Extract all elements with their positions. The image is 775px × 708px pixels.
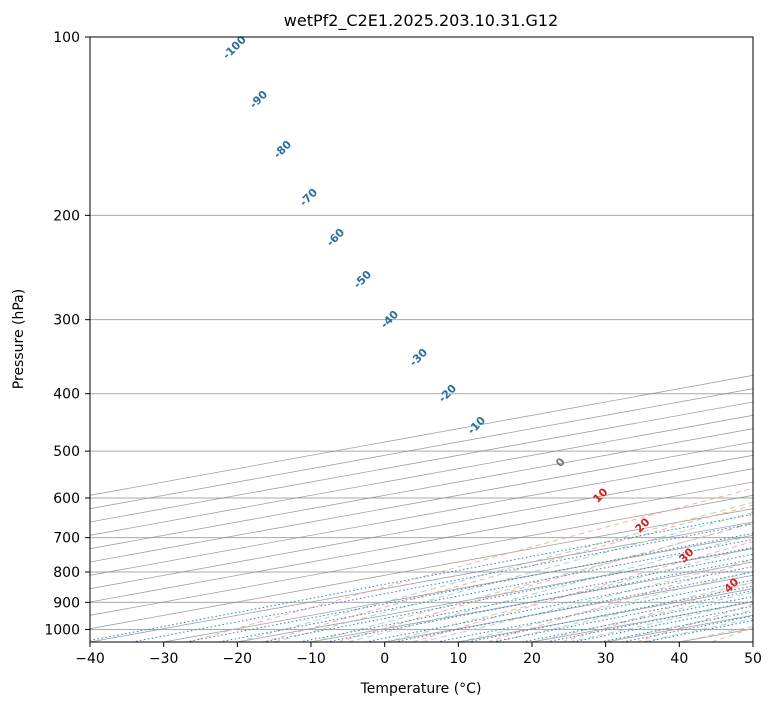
y-axis: 100 200 300 400 500 600 700 800 900 1000	[44, 30, 90, 638]
moist-adiabat-line	[310, 522, 753, 642]
isotherm-line	[90, 441, 753, 563]
x-axis-label: Temperature (°C)	[360, 681, 482, 697]
isotherm-line	[90, 521, 753, 642]
mixing-ratio-line	[622, 615, 753, 642]
dry-adiabat-line	[338, 522, 753, 642]
y-tick-label: 200	[53, 208, 80, 224]
dry-adiabat-line	[188, 487, 753, 642]
y-tick-label: 800	[53, 565, 80, 581]
moist-adiabat-line	[237, 501, 753, 642]
chart-title: wetPf2_C2E1.2025.203.10.31.G12	[284, 11, 558, 31]
mixing-ratio-line	[262, 547, 753, 642]
y-tick-label: 1000	[44, 622, 80, 638]
y-tick-label: 900	[53, 595, 80, 611]
x-tick-label: 40	[670, 651, 688, 667]
x-tick-label: 30	[597, 651, 615, 667]
x-tick-label: 10	[449, 651, 467, 667]
plot-frame	[89, 36, 754, 643]
x-tick-label: 50	[744, 651, 762, 667]
mixing-ratio-line	[572, 605, 753, 642]
moist-adiabat-line	[384, 546, 753, 642]
y-axis-label: Pressure (hPa)	[11, 289, 27, 389]
moist-adiabat-line	[531, 591, 753, 642]
y-tick-label: 400	[53, 387, 80, 403]
moist-adiabat-line	[568, 600, 753, 642]
x-tick-label: −40	[75, 651, 105, 667]
y-tick-label: 100	[53, 30, 80, 46]
isotherm-line	[90, 428, 753, 550]
isotherm-line	[90, 454, 753, 576]
isotherm-line	[90, 481, 753, 603]
isotherm-line	[90, 508, 753, 630]
x-tick-label: 20	[523, 651, 541, 667]
mixing-ratio-line	[218, 538, 753, 642]
isotherm-line	[90, 468, 753, 590]
background-lines	[90, 37, 753, 642]
mixing-ratio-line	[522, 596, 753, 642]
x-tick-label: 0	[380, 651, 389, 667]
y-tick-label: 300	[53, 313, 80, 329]
mixing-ratio-line	[599, 611, 753, 642]
isotherm-line	[90, 494, 753, 616]
moist-adiabat-line	[458, 570, 753, 642]
dry-adiabat-line	[562, 581, 753, 642]
x-tick-label: −30	[149, 651, 179, 667]
y-tick-label: 700	[53, 531, 80, 547]
isotherm-line	[163, 534, 753, 642]
mixing-ratio-line	[185, 532, 753, 642]
x-axis: −40 −30 −20 −10 0 10 20 30 40 50	[75, 642, 762, 667]
mixing-ratio-line	[131, 522, 753, 642]
x-tick-label: −20	[223, 651, 253, 667]
y-tick-label: 600	[53, 491, 80, 507]
mixing-ratio-line	[546, 600, 753, 642]
x-tick-label: −10	[296, 651, 326, 667]
y-tick-label: 500	[53, 444, 80, 460]
